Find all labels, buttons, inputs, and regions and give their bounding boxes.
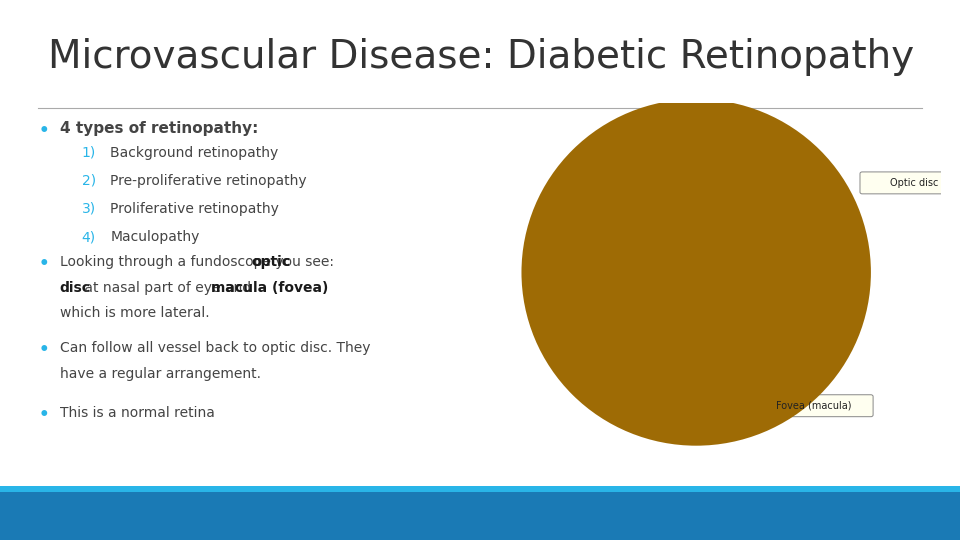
Ellipse shape <box>609 186 783 359</box>
Text: 4 types of retinopathy:: 4 types of retinopathy: <box>60 122 258 137</box>
Ellipse shape <box>583 160 810 385</box>
Text: at nasal part of eye and: at nasal part of eye and <box>80 281 255 295</box>
Ellipse shape <box>605 181 788 363</box>
Text: Can follow all vessel back to optic disc. They: Can follow all vessel back to optic disc… <box>60 341 370 355</box>
Text: 4): 4) <box>82 230 96 244</box>
Ellipse shape <box>561 138 831 407</box>
Ellipse shape <box>644 220 749 325</box>
Text: This is a normal retina: This is a normal retina <box>60 406 214 420</box>
Ellipse shape <box>639 216 753 329</box>
Ellipse shape <box>657 233 735 312</box>
Ellipse shape <box>771 210 831 264</box>
Text: •: • <box>38 406 49 424</box>
Ellipse shape <box>557 134 836 411</box>
Text: •: • <box>38 341 49 359</box>
Ellipse shape <box>674 251 718 294</box>
Text: •: • <box>38 255 49 273</box>
Ellipse shape <box>596 173 797 372</box>
Ellipse shape <box>636 212 757 333</box>
Ellipse shape <box>780 218 823 256</box>
Ellipse shape <box>653 229 740 316</box>
Ellipse shape <box>670 246 722 299</box>
Ellipse shape <box>687 264 705 281</box>
Text: 1): 1) <box>82 146 96 160</box>
Text: Background retinopathy: Background retinopathy <box>110 146 278 160</box>
Text: 2): 2) <box>82 174 96 188</box>
Ellipse shape <box>622 199 771 346</box>
Text: Microvascular Disease: Diabetic Retinopathy: Microvascular Disease: Diabetic Retinopa… <box>48 38 914 76</box>
Ellipse shape <box>547 125 845 420</box>
Ellipse shape <box>600 177 792 368</box>
Ellipse shape <box>591 168 801 376</box>
Ellipse shape <box>684 259 709 285</box>
Text: Proliferative retinopathy: Proliferative retinopathy <box>110 202 279 216</box>
Ellipse shape <box>543 121 849 424</box>
Ellipse shape <box>569 147 823 398</box>
Bar <box>0 486 960 492</box>
Ellipse shape <box>679 255 713 289</box>
Bar <box>0 492 960 540</box>
Ellipse shape <box>539 117 853 428</box>
Text: Maculopathy: Maculopathy <box>110 230 200 244</box>
FancyBboxPatch shape <box>860 172 960 194</box>
Ellipse shape <box>521 99 871 445</box>
Text: •: • <box>38 122 49 139</box>
FancyBboxPatch shape <box>756 395 873 417</box>
Ellipse shape <box>613 190 780 355</box>
Ellipse shape <box>661 238 732 307</box>
Text: Optic disc: Optic disc <box>890 178 938 188</box>
Ellipse shape <box>578 156 814 389</box>
Ellipse shape <box>574 151 819 394</box>
Text: Looking through a fundoscope you see:: Looking through a fundoscope you see: <box>60 255 338 269</box>
Text: disc: disc <box>60 281 90 295</box>
Text: Pre-proliferative retinopathy: Pre-proliferative retinopathy <box>110 174 307 188</box>
Ellipse shape <box>552 130 840 415</box>
Ellipse shape <box>660 332 689 355</box>
Ellipse shape <box>617 194 775 350</box>
Ellipse shape <box>785 224 816 251</box>
Ellipse shape <box>665 242 727 303</box>
Ellipse shape <box>587 164 805 381</box>
Ellipse shape <box>626 203 766 342</box>
Text: which is more lateral.: which is more lateral. <box>60 306 209 320</box>
Text: Fovea (macula): Fovea (macula) <box>777 401 852 411</box>
Text: 3): 3) <box>82 202 96 216</box>
Text: have a regular arrangement.: have a regular arrangement. <box>60 367 260 381</box>
Ellipse shape <box>565 143 828 402</box>
Ellipse shape <box>692 268 701 276</box>
Ellipse shape <box>631 207 761 338</box>
Ellipse shape <box>530 107 862 437</box>
Text: optic: optic <box>252 255 290 269</box>
Ellipse shape <box>648 225 744 320</box>
Ellipse shape <box>535 112 858 433</box>
Text: macula (fovea): macula (fovea) <box>211 281 328 295</box>
Ellipse shape <box>526 103 867 441</box>
